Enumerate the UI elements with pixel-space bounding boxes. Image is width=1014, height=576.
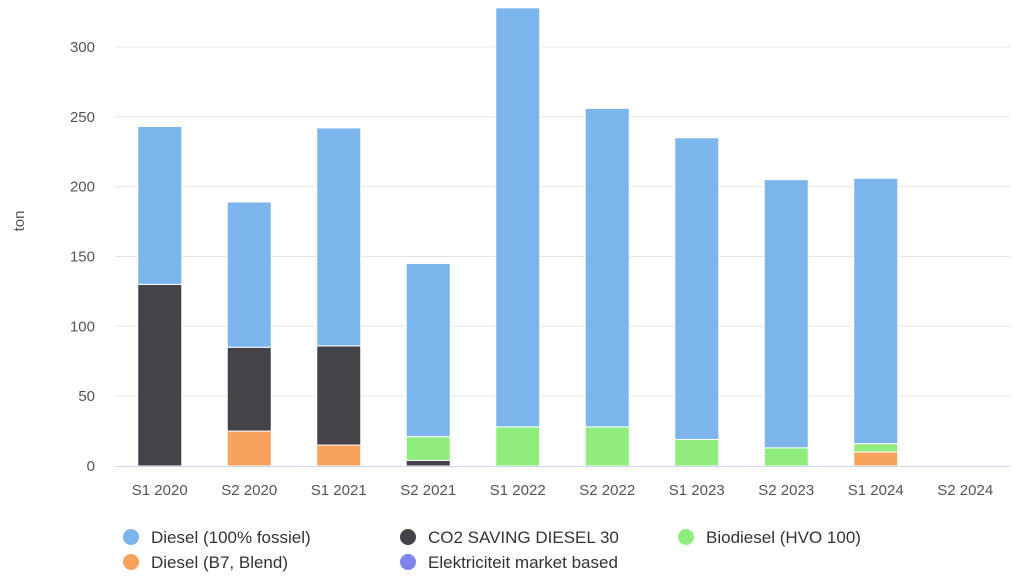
legend-item-diesel-100-fossiel[interactable]: Diesel (100% fossiel) — [123, 528, 311, 547]
legend-marker — [123, 529, 139, 545]
bar-biodiesel-hvo-100-s1-2024[interactable] — [853, 443, 899, 453]
x-tick-label: S2 2023 — [758, 482, 814, 499]
legend-marker — [678, 529, 694, 545]
x-tick-label: S1 2024 — [848, 482, 904, 499]
legend-item-co2-saving-diesel-30[interactable]: CO2 SAVING DIESEL 30 — [400, 528, 619, 547]
bar-diesel-b7-blend-s2-2020[interactable] — [226, 430, 272, 467]
bar-diesel-100-fossiel-s1-2023[interactable] — [674, 137, 720, 440]
bar-diesel-100-fossiel-s1-2024[interactable] — [853, 177, 899, 445]
y-tick-label: 250 — [70, 109, 95, 126]
x-tick-label: S2 2020 — [221, 482, 277, 499]
x-tick-label: S1 2020 — [132, 482, 188, 499]
bar-biodiesel-hvo-100-s1-2022[interactable] — [495, 426, 541, 467]
legend-label: Elektriciteit market based — [428, 553, 618, 572]
legend-marker — [400, 529, 416, 545]
legend-label: Biodiesel (HVO 100) — [706, 528, 861, 547]
x-tick-label: S2 2024 — [937, 482, 993, 499]
bar-diesel-100-fossiel-s1-2022[interactable] — [495, 7, 541, 428]
bar-co2-saving-diesel-30-s1-2020[interactable] — [137, 283, 183, 467]
y-tick-label: 0 — [87, 458, 95, 475]
legend-label: Diesel (B7, Blend) — [151, 553, 288, 572]
bar-co2-saving-diesel-30-s2-2020[interactable] — [226, 346, 272, 432]
legend: Diesel (100% fossiel) CO2 SAVING DIESEL 3… — [123, 528, 861, 572]
x-axis-ticks: S1 2020 S2 2020 S1 2021 S2 2021 S1 2022 S2 20… — [132, 482, 993, 499]
bar-diesel-100-fossiel-s1-2021[interactable] — [316, 127, 362, 347]
x-tick-label: S2 2022 — [579, 482, 635, 499]
y-tick-label: 50 — [78, 388, 95, 405]
legend-label: CO2 SAVING DIESEL 30 — [428, 528, 619, 547]
legend-marker — [400, 554, 416, 570]
bars — [137, 7, 899, 467]
bar-diesel-100-fossiel-s1-2020[interactable] — [137, 126, 183, 285]
bar-co2-saving-diesel-30-s1-2021[interactable] — [316, 345, 362, 446]
bar-diesel-b7-blend-s1-2021[interactable] — [316, 444, 362, 467]
bar-diesel-b7-blend-s1-2024[interactable] — [853, 451, 899, 467]
bar-diesel-100-fossiel-s2-2022[interactable] — [584, 107, 630, 428]
legend-item-elektriciteit-market-based[interactable]: Elektriciteit market based — [400, 553, 618, 572]
x-tick-label: S1 2023 — [669, 482, 725, 499]
y-tick-label: 200 — [70, 179, 95, 196]
x-tick-label: S2 2021 — [400, 482, 456, 499]
bar-biodiesel-hvo-100-s2-2023[interactable] — [763, 447, 809, 467]
y-tick-label: 300 — [70, 39, 95, 56]
legend-label: Diesel (100% fossiel) — [151, 528, 311, 547]
bar-biodiesel-hvo-100-s2-2022[interactable] — [584, 426, 630, 467]
legend-item-biodiesel-hvo-100[interactable]: Biodiesel (HVO 100) — [678, 528, 861, 547]
y-tick-label: 100 — [70, 318, 95, 335]
bar-co2-saving-diesel-30-s2-2021[interactable] — [405, 459, 451, 467]
x-tick-label: S1 2022 — [490, 482, 546, 499]
bar-biodiesel-hvo-100-s1-2023[interactable] — [674, 438, 720, 467]
bar-diesel-100-fossiel-s2-2021[interactable] — [405, 262, 451, 438]
bar-diesel-100-fossiel-s2-2020[interactable] — [226, 201, 272, 348]
bar-diesel-100-fossiel-s2-2023[interactable] — [763, 179, 809, 449]
y-tick-label: 150 — [70, 248, 95, 265]
legend-marker — [123, 554, 139, 570]
bar-biodiesel-hvo-100-s2-2021[interactable] — [405, 436, 451, 461]
x-tick-label: S1 2021 — [311, 482, 367, 499]
y-axis-title: ton — [11, 211, 28, 232]
y-axis-ticks: 0 50 100 150 200 250 300 — [70, 39, 95, 475]
legend-item-diesel-b7-blend[interactable]: Diesel (B7, Blend) — [123, 553, 288, 572]
